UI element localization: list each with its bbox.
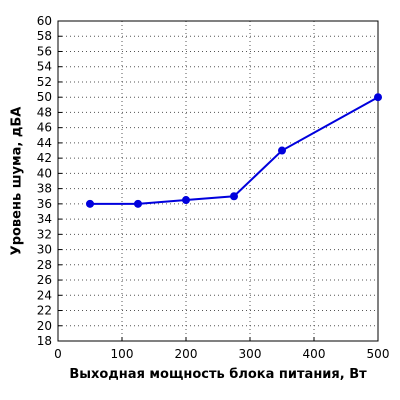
y-tick-label: 60 xyxy=(37,14,52,28)
series-line xyxy=(90,96,379,205)
series-group xyxy=(86,93,382,208)
x-axis-label: Выходная мощность блока питания, Вт xyxy=(69,367,367,382)
y-tick-label: 42 xyxy=(37,151,52,165)
y-tick-label: 52 xyxy=(37,75,52,89)
data-point xyxy=(278,146,286,155)
x-tick-label: 300 xyxy=(239,347,262,361)
y-tick-label: 36 xyxy=(37,197,52,211)
data-point xyxy=(134,199,142,208)
y-tick-label: 28 xyxy=(37,258,52,272)
y-tick-label: 48 xyxy=(37,105,52,119)
y-tick-label: 34 xyxy=(37,212,52,226)
y-tick-label: 24 xyxy=(37,288,52,302)
x-tick-label: 400 xyxy=(303,347,326,361)
y-tick-label: 38 xyxy=(37,182,52,196)
x-tick-label: 200 xyxy=(175,347,198,361)
x-tick-label: 500 xyxy=(367,347,390,361)
y-tick-label: 54 xyxy=(37,60,52,74)
data-point xyxy=(182,196,190,205)
data-point xyxy=(86,199,94,208)
plot-frame xyxy=(57,20,379,342)
x-tick-label: 0 xyxy=(54,347,62,361)
y-tick-label: 30 xyxy=(37,243,52,257)
y-tick-label: 18 xyxy=(37,334,52,348)
data-point xyxy=(230,192,238,201)
y-tick-label: 40 xyxy=(37,166,52,180)
y-axis-label: Уровень шума, дБА xyxy=(10,107,25,256)
x-axis-ticks: 0 100 200 300 400 500 xyxy=(54,337,389,361)
data-point xyxy=(374,93,382,102)
y-tick-label: 50 xyxy=(37,90,52,104)
y-tick-label: 20 xyxy=(37,319,52,333)
y-tick-label: 26 xyxy=(37,273,52,287)
y-tick-label: 32 xyxy=(37,227,52,241)
y-tick-label: 22 xyxy=(37,304,52,318)
y-tick-label: 56 xyxy=(37,44,52,58)
y-tick-label: 44 xyxy=(37,136,52,150)
y-tick-label: 58 xyxy=(37,29,52,43)
y-tick-label: 46 xyxy=(37,121,52,135)
grid xyxy=(58,21,378,341)
x-tick-label: 100 xyxy=(111,347,134,361)
